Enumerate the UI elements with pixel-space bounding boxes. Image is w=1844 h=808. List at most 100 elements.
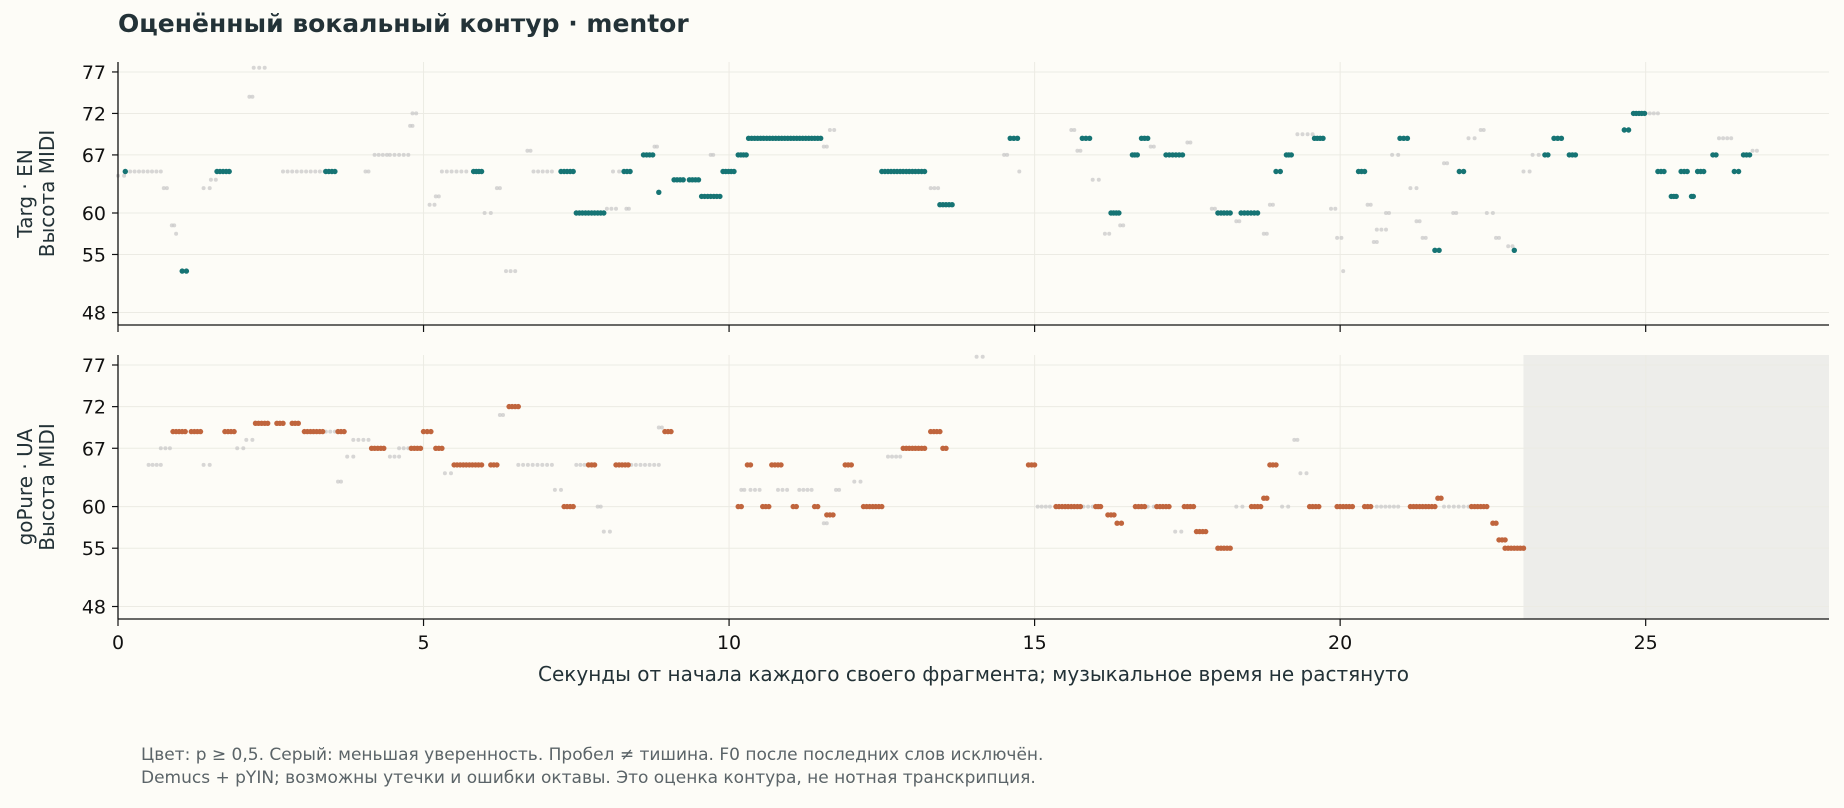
pitch-point-low [578, 462, 583, 467]
pitch-point-high [1134, 152, 1141, 158]
pitch-point-high [949, 202, 955, 208]
y-axis-label-line1: goPure · UA [13, 428, 37, 545]
pitch-point-low [294, 169, 299, 174]
footnote-confidence: Цвет: p ≥ 0,5. Серый: меньшая уверенност… [141, 745, 1044, 765]
pitch-point-high [1684, 168, 1690, 175]
pitch-point-low [711, 152, 716, 157]
pitch-point-low [449, 169, 454, 174]
pitch-point-high [921, 445, 928, 451]
pitch-point-high [265, 420, 271, 426]
pitch-point-low [638, 462, 643, 467]
pitch-point-high [231, 428, 237, 435]
pitch-point-high [738, 503, 744, 510]
pitch-point-low [928, 186, 933, 191]
pitch-point-high [793, 503, 799, 510]
pitch-point-low [1754, 148, 1759, 153]
pitch-point-low [1374, 240, 1379, 244]
pitch-point-low [549, 169, 554, 174]
pitch-point-high [1273, 462, 1279, 468]
pitch-point-low [497, 186, 502, 191]
pitch-point-low [504, 269, 508, 274]
pitch-point-high [1111, 512, 1117, 518]
pitch-point-low [1396, 504, 1401, 509]
pitch-point-low [1280, 504, 1285, 509]
pitch-point-low [1002, 152, 1007, 157]
pitch-point-high [731, 168, 737, 175]
pitch-point-low [1383, 504, 1388, 509]
pitch-point-low [1261, 231, 1266, 236]
pitch-point-low [501, 413, 505, 417]
pitch-point-low [207, 462, 212, 467]
pitch-point-low [158, 446, 163, 451]
pitch-point-low [397, 454, 402, 459]
pitch-point-low [201, 186, 206, 191]
pitch-point-low [742, 487, 747, 492]
pitch-point-high [1264, 495, 1270, 501]
pitch-point-high [1746, 152, 1753, 158]
pitch-point-low [1072, 128, 1077, 132]
pitch-point-low [1335, 235, 1340, 240]
pitch-point-high [494, 462, 500, 468]
pitch-point-low [247, 94, 252, 99]
pitch-point-low [805, 487, 810, 492]
pitch-point-low [213, 177, 218, 182]
pitch-point-low [531, 169, 536, 174]
y-tick-label: 72 [82, 103, 106, 125]
pitch-point-low [609, 206, 614, 211]
x-tick-label: 20 [1328, 632, 1352, 654]
y-axis-label: Targ · ENВысота MIDI [13, 130, 59, 257]
pitch-point-low [1371, 240, 1376, 244]
excluded-region [1523, 355, 1829, 619]
y-tick-label: 67 [82, 145, 106, 167]
pitch-point-low [611, 169, 615, 174]
pitch-point-low [545, 462, 550, 467]
pitch-point-low [442, 471, 447, 476]
y-axis-label-line1: Targ · EN [13, 149, 37, 238]
pitch-point-low [894, 454, 899, 459]
pitch-point-low [604, 206, 609, 211]
footnote-method: Demucs + pYIN; возможны утечки и ошибки … [141, 768, 1036, 788]
pitch-point-high [1460, 168, 1467, 175]
pitch-point-low [785, 487, 790, 492]
pitch-point-low [397, 446, 402, 451]
pitch-point-low [1107, 231, 1112, 236]
pitch-point-low [145, 169, 150, 174]
x-tick-label: 5 [417, 632, 429, 654]
pitch-point-low [809, 487, 814, 492]
pitch-point-low [1240, 504, 1245, 509]
pitch-point-low [366, 169, 371, 174]
pitch-point-low [1365, 202, 1370, 207]
pitch-point-high [1731, 168, 1738, 175]
pitch-point-high [668, 428, 674, 435]
pitch-point-low [1237, 219, 1242, 224]
pitch-point-low [150, 169, 154, 174]
pitch-point-low [1456, 504, 1461, 509]
pitch-point-low [1075, 148, 1080, 153]
pitch-point-low [1374, 504, 1379, 509]
pitch-point-high [766, 503, 772, 510]
pitch-point-high [818, 135, 824, 141]
pitch-point-low [536, 169, 541, 174]
pitch-point-low [559, 487, 563, 492]
y-tick-label: 55 [82, 538, 106, 560]
pitch-point-high [1179, 152, 1186, 158]
pitch-point-low [776, 487, 780, 492]
pitch-point-high [848, 462, 854, 468]
pitch-point-low [601, 529, 606, 534]
pitch-point-low [1442, 161, 1446, 166]
pitch-point-low [1329, 206, 1333, 211]
pitch-point-low [582, 462, 587, 467]
pitch-point-low [617, 169, 622, 174]
pitch-point-low [128, 169, 133, 174]
pitch-point-low [1078, 148, 1083, 153]
pitch-point-low [308, 169, 313, 174]
pitch-point-low [1647, 111, 1652, 116]
pitch-point-low [1300, 132, 1305, 137]
pitch-point-low [363, 169, 368, 174]
pitch-point-high [424, 428, 430, 435]
pitch-point-high [1114, 520, 1120, 526]
pitch-point-low [1188, 140, 1193, 145]
pitch-point-low [821, 144, 826, 149]
pitch-point-low [1185, 140, 1190, 145]
pitch-point-low [366, 437, 371, 442]
